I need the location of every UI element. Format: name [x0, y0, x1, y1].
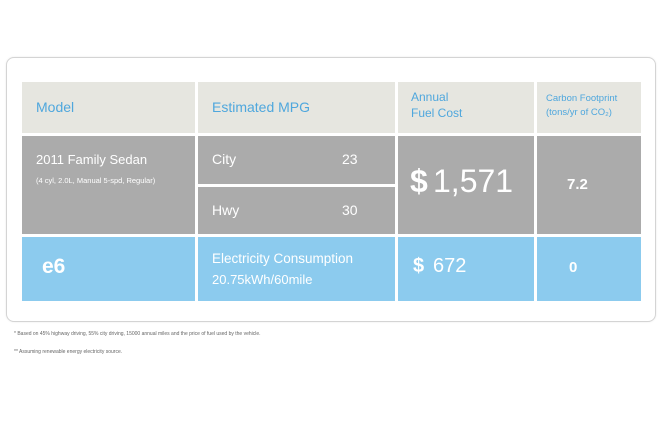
e6-fuel-cost-cell: $ 672 [398, 237, 534, 301]
sedan-city-value: 23 [342, 151, 358, 167]
header-model: Model [36, 99, 75, 115]
sedan-hwy-cell: Hwy 30 [198, 187, 395, 234]
e6-carbon-value: 0 [569, 259, 578, 276]
e6-carbon-cell: 0 [537, 237, 641, 301]
e6-fuel-cost-symbol: $ [413, 255, 425, 277]
sedan-carbon-value: 7.2 [567, 176, 588, 193]
e6-consumption-cell: Electricity Consumption 20.75kWh/60mile [198, 237, 395, 301]
header-carbon-line2: (tons/yr of CO₂) [546, 107, 612, 118]
sedan-fuel-cost-value: 1,571 [433, 163, 514, 199]
e6-fuel-cost-value: 672 [433, 255, 467, 277]
e6-consumption-label: Electricity Consumption [212, 251, 354, 266]
e6-model-cell: e6 [22, 237, 195, 301]
header-model-cell: Model [22, 82, 195, 133]
sedan-hwy-value: 30 [342, 202, 358, 218]
header-carbon-cell: Carbon Footprint (tons/yr of CO₂) [537, 82, 641, 133]
sedan-carbon-cell: 7.2 [537, 136, 641, 234]
sedan-city-cell: City 23 [198, 136, 395, 184]
header-fuel-cost-line1: Annual [411, 90, 449, 104]
sedan-spec: (4 cyl, 2.0L, Manual 5-spd, Regular) [36, 176, 156, 185]
header-mpg-cell: Estimated MPG [198, 82, 395, 133]
comparison-table: Model Estimated MPG Annual Fuel Cost Car… [6, 57, 656, 322]
footnote-2: ** Assuming renewable energy electricity… [14, 349, 123, 355]
e6-name: e6 [42, 255, 66, 278]
sedan-name: 2011 Family Sedan [36, 152, 148, 167]
header-mpg: Estimated MPG [212, 99, 311, 115]
header-carbon-line1: Carbon Footprint [546, 93, 618, 104]
sedan-hwy-label: Hwy [212, 202, 240, 218]
e6-consumption-value: 20.75kWh/60mile [212, 272, 313, 287]
header-fuel-cost-cell: Annual Fuel Cost [398, 82, 534, 133]
header-fuel-cost-line2: Fuel Cost [411, 106, 463, 120]
sedan-city-label: City [212, 151, 237, 167]
sedan-fuel-cost-cell: $ 1,571 [398, 136, 534, 234]
sedan-fuel-cost-symbol: $ [410, 163, 428, 199]
sedan-model-cell: 2011 Family Sedan (4 cyl, 2.0L, Manual 5… [22, 136, 195, 234]
footnote-1: * Based on 45% highway driving, 55% city… [14, 331, 261, 337]
